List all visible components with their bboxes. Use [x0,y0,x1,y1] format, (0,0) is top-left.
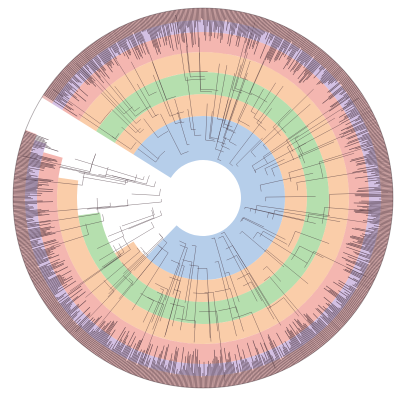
clade-ring [133,116,285,280]
leaf-branches [12,7,394,389]
internal-branches [18,14,388,382]
tree-branches [12,7,394,389]
outer-edge [12,7,394,389]
clade-rings [13,7,393,388]
